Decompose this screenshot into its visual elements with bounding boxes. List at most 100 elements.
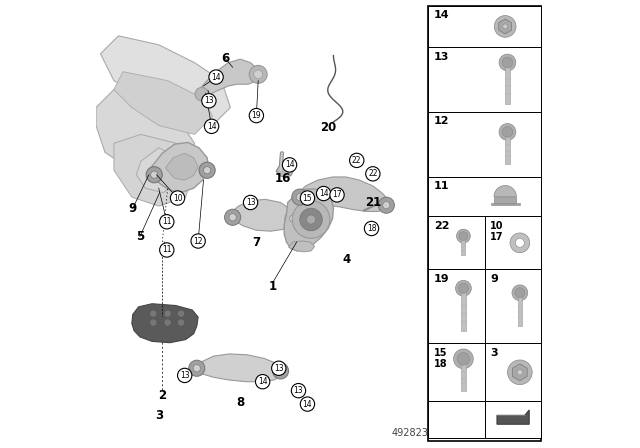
Bar xyxy=(428,177,541,216)
Text: 14: 14 xyxy=(285,160,294,169)
Circle shape xyxy=(253,70,262,79)
Text: 6: 6 xyxy=(221,52,229,65)
Text: 13: 13 xyxy=(434,52,449,61)
Polygon shape xyxy=(96,90,195,179)
Circle shape xyxy=(457,353,470,365)
Circle shape xyxy=(249,108,264,123)
Circle shape xyxy=(459,232,468,241)
Text: 14: 14 xyxy=(303,400,312,409)
Text: 3: 3 xyxy=(156,409,164,422)
Text: 13: 13 xyxy=(204,96,214,105)
Text: 9: 9 xyxy=(490,274,498,284)
Text: 10
17: 10 17 xyxy=(490,221,504,242)
Polygon shape xyxy=(114,72,212,134)
Text: 3: 3 xyxy=(490,348,498,358)
Circle shape xyxy=(458,283,468,293)
Text: 7: 7 xyxy=(252,236,260,250)
Circle shape xyxy=(150,319,157,326)
Bar xyxy=(505,62,509,103)
Circle shape xyxy=(225,209,241,225)
Circle shape xyxy=(291,383,306,398)
Circle shape xyxy=(330,188,344,202)
Bar xyxy=(428,269,485,343)
Bar xyxy=(485,269,541,343)
Polygon shape xyxy=(499,19,511,34)
Text: 14: 14 xyxy=(434,10,449,20)
Polygon shape xyxy=(132,304,198,343)
Circle shape xyxy=(177,319,185,326)
Circle shape xyxy=(296,194,303,201)
Circle shape xyxy=(517,370,523,375)
Circle shape xyxy=(150,310,157,317)
Text: 12: 12 xyxy=(434,116,449,126)
Circle shape xyxy=(316,186,331,201)
Circle shape xyxy=(285,211,301,227)
Text: 9: 9 xyxy=(129,202,137,215)
Bar xyxy=(494,197,516,203)
Circle shape xyxy=(191,234,205,248)
Circle shape xyxy=(515,238,524,247)
Circle shape xyxy=(300,191,315,205)
Circle shape xyxy=(282,158,297,172)
Text: 11: 11 xyxy=(162,217,172,226)
Circle shape xyxy=(271,361,286,375)
Circle shape xyxy=(177,368,192,383)
Circle shape xyxy=(383,202,390,209)
Text: 13: 13 xyxy=(274,364,284,373)
Bar xyxy=(485,216,541,269)
Circle shape xyxy=(170,191,185,205)
Bar xyxy=(485,401,541,438)
Text: 14: 14 xyxy=(319,189,328,198)
Polygon shape xyxy=(513,364,527,381)
Circle shape xyxy=(378,197,394,213)
Circle shape xyxy=(292,201,330,238)
Bar xyxy=(428,6,541,47)
Text: 14: 14 xyxy=(258,377,268,386)
Text: 4: 4 xyxy=(343,253,351,267)
Text: 19: 19 xyxy=(252,111,261,120)
Circle shape xyxy=(273,363,289,379)
Circle shape xyxy=(512,285,528,301)
Bar xyxy=(428,112,541,177)
Text: 21: 21 xyxy=(365,196,381,209)
Circle shape xyxy=(195,87,209,101)
Circle shape xyxy=(289,215,297,222)
Circle shape xyxy=(300,208,323,231)
Text: 20: 20 xyxy=(320,121,336,134)
Text: 12: 12 xyxy=(193,237,203,246)
Text: 19: 19 xyxy=(434,274,449,284)
Text: 11: 11 xyxy=(434,181,449,191)
Circle shape xyxy=(193,365,200,372)
Text: 14: 14 xyxy=(207,122,216,131)
Circle shape xyxy=(204,167,211,174)
Circle shape xyxy=(456,229,470,243)
Text: 10: 10 xyxy=(173,194,182,202)
Text: 2: 2 xyxy=(158,388,166,402)
Circle shape xyxy=(364,221,379,236)
Text: 16: 16 xyxy=(275,172,291,185)
Circle shape xyxy=(494,16,516,37)
Text: 22: 22 xyxy=(352,156,362,165)
Circle shape xyxy=(199,162,215,178)
Text: 18: 18 xyxy=(367,224,376,233)
Bar xyxy=(428,216,485,269)
Polygon shape xyxy=(284,189,333,251)
Circle shape xyxy=(229,214,236,221)
Circle shape xyxy=(164,319,172,326)
Bar xyxy=(491,203,520,204)
Circle shape xyxy=(503,24,508,29)
Polygon shape xyxy=(276,164,293,177)
Text: 22: 22 xyxy=(434,221,449,231)
Text: 11: 11 xyxy=(162,246,172,254)
Circle shape xyxy=(243,195,258,210)
Circle shape xyxy=(365,167,380,181)
Text: 492823: 492823 xyxy=(391,428,428,438)
Circle shape xyxy=(277,367,284,375)
Circle shape xyxy=(499,124,516,140)
Polygon shape xyxy=(378,202,385,208)
Bar xyxy=(461,236,465,255)
Circle shape xyxy=(255,375,270,389)
Text: 1: 1 xyxy=(269,280,277,293)
Circle shape xyxy=(502,57,513,68)
Circle shape xyxy=(456,280,471,296)
